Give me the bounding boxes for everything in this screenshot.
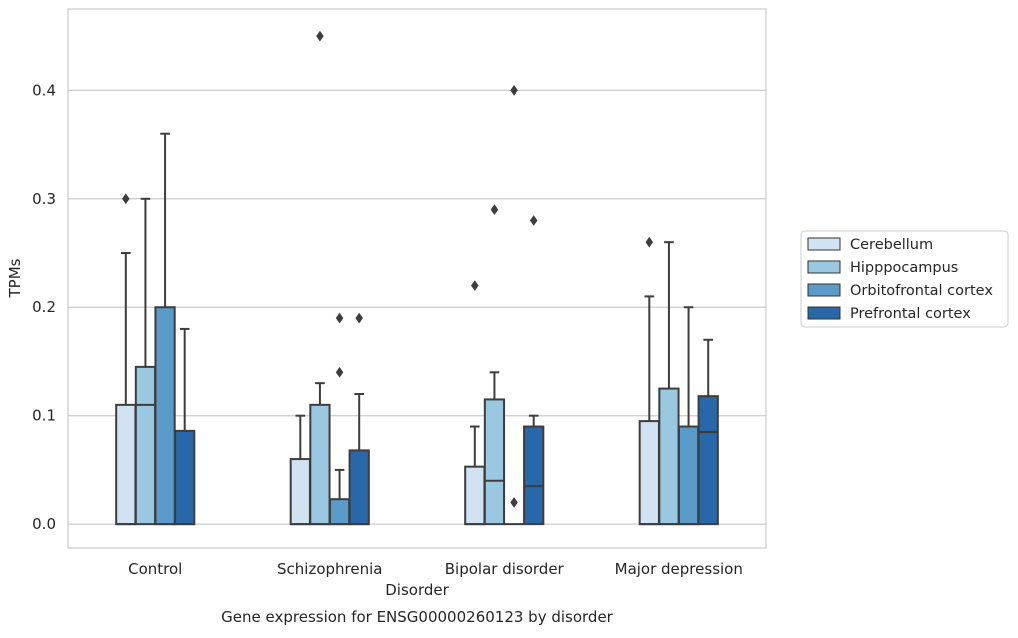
outlier-point [510, 497, 518, 508]
box-group [115, 193, 137, 526]
outlier-point [490, 204, 499, 216]
box-group [289, 414, 311, 526]
box [174, 429, 196, 526]
y-tick-label: 0.2 [32, 298, 56, 316]
legend-swatch [807, 283, 841, 297]
box-group [134, 197, 157, 526]
outlier-point [121, 193, 130, 205]
outlier-point [529, 215, 538, 226]
box [523, 425, 545, 526]
x-tick-label: Schizophrenia [277, 560, 382, 578]
legend: Cerebellum Hipppocampus Orbitofrontal cort… [800, 230, 1009, 328]
box-group [483, 204, 506, 526]
box-group [638, 236, 660, 526]
box-group [309, 30, 331, 526]
box [483, 398, 506, 526]
outlier-point [335, 312, 344, 324]
box [348, 449, 370, 526]
box-group [174, 327, 196, 526]
plot-frame [67, 8, 767, 549]
outlier-point [355, 312, 364, 324]
box-group [658, 241, 680, 526]
box-group [328, 312, 351, 526]
box-group [504, 84, 524, 526]
marks-layer [115, 30, 719, 526]
box [134, 365, 157, 526]
x-tick-label: Major depression [615, 560, 743, 578]
y-tick-label: 0.3 [32, 190, 56, 208]
box [697, 395, 719, 526]
box [289, 458, 311, 526]
box-group [464, 280, 486, 526]
box [309, 403, 331, 526]
box [115, 403, 137, 526]
box [638, 420, 660, 526]
legend-swatch [807, 237, 841, 251]
outlier-point [510, 84, 518, 96]
y-tick-label: 0.4 [32, 81, 56, 99]
y-tick-label: 0.0 [32, 515, 56, 533]
y-tick-label: 0.1 [32, 407, 56, 425]
legend-label: Orbitofrontal cortex [850, 283, 993, 299]
outlier-point [335, 366, 344, 378]
chart-caption: Gene expression for ENSG00000260123 by d… [221, 608, 614, 626]
y-axis-label: TPMs [6, 258, 24, 298]
outlier-point [316, 30, 324, 42]
outlier-point [470, 280, 479, 291]
legend-label: Prefrontal cortex [850, 306, 971, 322]
legend-swatch [807, 306, 841, 320]
box-group [523, 215, 545, 526]
x-tick-label: Bipolar disorder [445, 560, 565, 578]
legend-frame [800, 230, 1009, 328]
box-group [154, 132, 176, 526]
outlier-point [645, 236, 654, 248]
legend-label: Cerebellum [850, 237, 933, 253]
box-group [697, 338, 719, 526]
box [154, 306, 176, 526]
x-tick-label: Control [128, 560, 182, 578]
x-axis-label: Disorder [385, 581, 449, 599]
y-ticks: 0.0 0.1 0.2 0.3 0.4 [32, 81, 56, 533]
box [677, 425, 700, 526]
box-group [348, 312, 370, 526]
box-group [677, 306, 700, 526]
legend-swatch [807, 260, 841, 274]
legend-label: Hipppocampus [850, 260, 958, 276]
box [464, 465, 486, 526]
box [328, 498, 351, 526]
box [658, 387, 680, 526]
x-ticks: Control Schizophrenia Bipolar disorder Majo… [128, 560, 743, 578]
